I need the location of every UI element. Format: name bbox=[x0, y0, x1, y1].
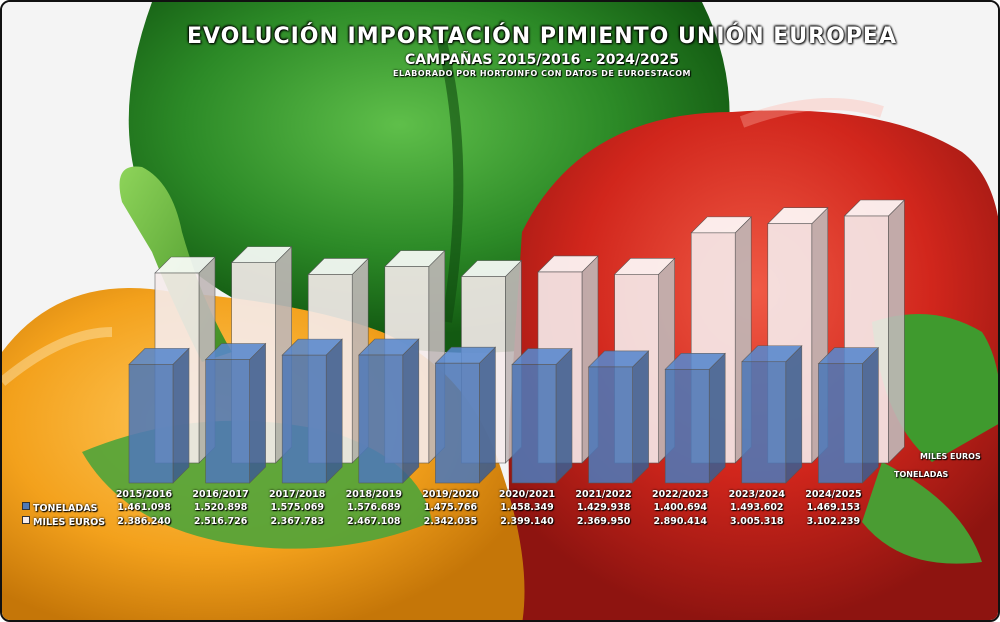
category-label-5: 2019/2020 bbox=[422, 489, 479, 500]
toneladas-value-4: 1.576.689 bbox=[347, 502, 401, 513]
miles-euros-bar-10-side bbox=[888, 199, 905, 464]
toneladas-bar-8 bbox=[664, 352, 726, 484]
toneladas-bar-9 bbox=[741, 345, 803, 484]
toneladas-swatch bbox=[22, 502, 30, 510]
depth-label-toneladas: TONELADAS bbox=[894, 470, 949, 479]
chart-subtitle: CAMPAÑAS 2015/2016 - 2024/2025 bbox=[404, 52, 679, 68]
toneladas-bar-1 bbox=[128, 347, 190, 484]
miles-euros-legend: MILES EUROS bbox=[22, 516, 105, 528]
miles-euros-value-8: 2.890.414 bbox=[653, 516, 707, 527]
toneladas-value-2: 1.520.898 bbox=[193, 502, 248, 513]
toneladas-value-9: 1.493.602 bbox=[730, 502, 784, 513]
toneladas-bar-4-front bbox=[358, 354, 404, 484]
toneladas-bar-4 bbox=[358, 338, 420, 484]
toneladas-value-1: 1.461.098 bbox=[117, 502, 171, 513]
toneladas-bar-2-front bbox=[205, 359, 250, 484]
category-label-1: 2015/2016 bbox=[115, 489, 173, 500]
toneladas-bar-8-front bbox=[664, 368, 710, 484]
toneladas-bar-8-side bbox=[708, 352, 726, 484]
chart-title: EVOLUCIÓN IMPORTACIÓN PIMIENTO UNIÓN EUR… bbox=[186, 24, 897, 49]
toneladas-legend-label: TONELADAS bbox=[33, 503, 98, 514]
miles-euros-value-9: 3.005.318 bbox=[730, 516, 784, 527]
toneladas-value-5: 1.475.766 bbox=[423, 502, 478, 513]
toneladas-bar-9-side bbox=[785, 345, 803, 484]
toneladas-bar-3-front bbox=[281, 354, 327, 484]
category-label-4: 2018/2019 bbox=[345, 489, 402, 500]
toneladas-value-3: 1.575.069 bbox=[270, 502, 324, 513]
toneladas-bar-7-front bbox=[588, 366, 633, 484]
category-label-8: 2022/2023 bbox=[652, 489, 709, 500]
miles-euros-value-7: 2.369.950 bbox=[576, 516, 631, 527]
category-label-3: 2017/2018 bbox=[269, 489, 326, 500]
toneladas-bar-10 bbox=[817, 347, 880, 484]
toneladas-series bbox=[128, 338, 880, 484]
category-label-10: 2024/2025 bbox=[805, 489, 862, 500]
toneladas-bar-9-front bbox=[741, 361, 787, 484]
toneladas-bar-4-side bbox=[402, 338, 420, 484]
toneladas-bar-1-side bbox=[172, 347, 190, 484]
category-label-6: 2020/2021 bbox=[498, 489, 556, 500]
toneladas-bar-5 bbox=[434, 346, 497, 484]
category-row: 2015/2016 2016/2017 2017/2018 2018/2019 2019… bbox=[22, 489, 998, 503]
toneladas-bar-6 bbox=[511, 347, 573, 484]
toneladas-value-7: 1.429.938 bbox=[576, 502, 631, 513]
toneladas-bar-7 bbox=[587, 350, 650, 484]
category-label-7: 2021/2022 bbox=[575, 489, 632, 500]
miles-euros-value-3: 2.367.783 bbox=[270, 516, 324, 527]
toneladas-bar-3-side bbox=[325, 338, 343, 484]
miles-euros-value-4: 2.467.108 bbox=[347, 516, 401, 527]
toneladas-bar-6-side bbox=[555, 347, 573, 484]
toneladas-row: TONELADAS 1.461.098 1.520.898 1.575.069 1.5… bbox=[22, 502, 998, 516]
toneladas-bar-2-side bbox=[249, 342, 266, 484]
chart-source: ELABORADO POR HORTOINFO CON DATOS DE EUR… bbox=[393, 69, 691, 78]
toneladas-value-6: 1.458.349 bbox=[500, 502, 554, 513]
toneladas-value-8: 1.400.694 bbox=[653, 502, 707, 513]
miles-euros-row: MILES EUROS 2.386.240 2.516.726 2.367.783 2… bbox=[22, 516, 998, 530]
toneladas-legend: TONELADAS bbox=[22, 502, 97, 514]
toneladas-bar-7-side bbox=[632, 350, 649, 484]
miles-euros-legend-label: MILES EUROS bbox=[33, 517, 106, 528]
toneladas-bar-2 bbox=[204, 342, 267, 484]
miles-euros-value-2: 2.516.726 bbox=[193, 516, 248, 527]
toneladas-bar-10-front bbox=[818, 363, 863, 484]
depth-label-miles-euros: MILES EUROS bbox=[920, 452, 981, 461]
toneladas-bar-1-front bbox=[128, 364, 174, 484]
toneladas-value-10: 1.469.153 bbox=[806, 502, 861, 513]
miles-euros-swatch bbox=[22, 516, 30, 524]
category-label-2: 2016/2017 bbox=[192, 489, 249, 500]
miles-euros-value-5: 2.342.035 bbox=[423, 516, 478, 527]
category-label-9: 2023/2024 bbox=[728, 489, 785, 500]
miles-euros-value-1: 2.386.240 bbox=[117, 516, 171, 527]
toneladas-bar-10-side bbox=[862, 347, 879, 484]
toneladas-bar-6-front bbox=[511, 364, 557, 484]
toneladas-bar-5-front bbox=[435, 362, 480, 484]
toneladas-bar-3 bbox=[281, 338, 343, 484]
toneladas-bar-5-side bbox=[479, 346, 496, 484]
title-block: EVOLUCIÓN IMPORTACIÓN PIMIENTO UNIÓN EUR… bbox=[2, 24, 998, 78]
miles-euros-value-10: 3.102.239 bbox=[806, 516, 861, 527]
miles-euros-value-6: 2.399.140 bbox=[500, 516, 554, 527]
